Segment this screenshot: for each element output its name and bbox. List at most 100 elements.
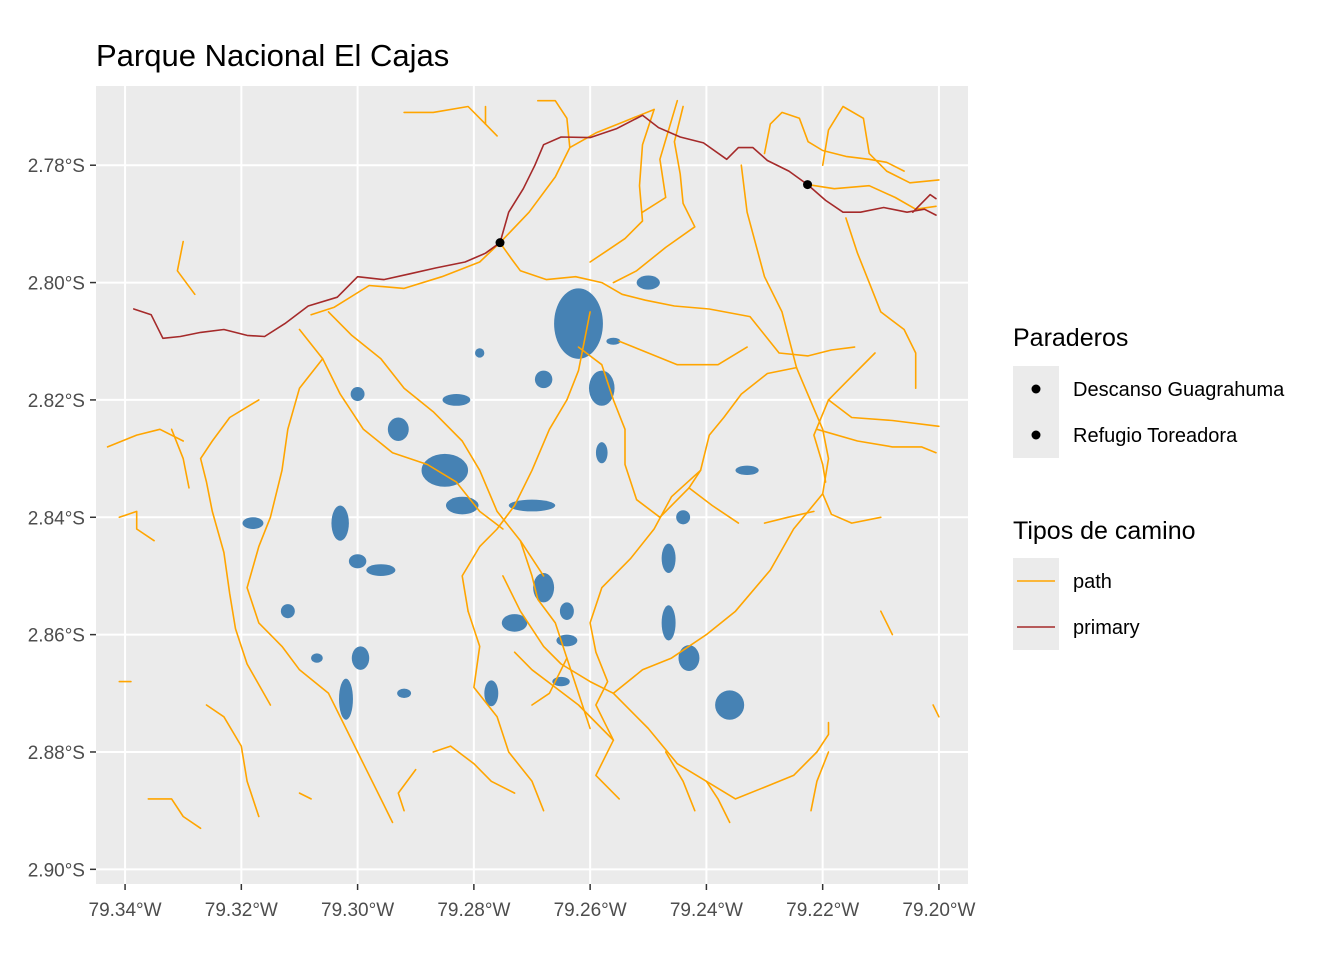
y-tick-label-5: 2.88°S — [28, 743, 85, 764]
lake-4 — [442, 394, 471, 406]
paradero-point-0 — [495, 238, 505, 248]
lake-8 — [445, 496, 479, 515]
path-road-31 — [199, 399, 272, 706]
x-tick-label-6: 79.22°W — [786, 900, 859, 921]
lake-11 — [348, 554, 367, 569]
lakes-layer — [242, 275, 759, 720]
lake-21 — [501, 614, 528, 632]
lake-17 — [397, 688, 412, 698]
lake-26 — [676, 510, 691, 525]
legend-label-path: path — [1073, 571, 1112, 593]
path-road-20 — [612, 692, 830, 800]
path-road-35 — [176, 240, 196, 296]
y-tick-label-4: 2.86°S — [28, 626, 85, 647]
path-road-3 — [536, 99, 571, 149]
path-road-49 — [566, 657, 591, 730]
map-panel — [96, 86, 968, 884]
path-road-5 — [612, 105, 696, 284]
legend-tipos-camino: Tipos de camino path primary — [1013, 517, 1196, 650]
path-road-26 — [577, 346, 690, 519]
path-road-19 — [612, 492, 824, 695]
lake-29 — [715, 690, 745, 720]
path-road-46 — [513, 651, 615, 742]
lake-14 — [280, 604, 295, 619]
x-tick-label-1: 79.32°W — [205, 900, 278, 921]
legend-point-refugio — [1031, 430, 1041, 440]
path-road-25 — [461, 311, 591, 613]
legend-label-primary: primary — [1073, 617, 1140, 639]
legend-label-descanso: Descanso Guagrahuma — [1073, 379, 1285, 401]
lake-19 — [484, 680, 499, 707]
path-road-29 — [298, 328, 504, 530]
path-road-7 — [740, 164, 882, 524]
path-road-9 — [589, 469, 702, 800]
path-road-33 — [170, 428, 190, 489]
y-axis: 2.78°S 2.80°S 2.82°S 2.84°S 2.86°S 2.88°S 2.90… — [28, 156, 96, 881]
lake-33 — [606, 337, 621, 345]
path-road-27 — [327, 311, 545, 577]
path-road-44 — [879, 610, 894, 636]
path-road-23 — [664, 751, 696, 812]
x-tick-label-2: 79.30°W — [321, 900, 394, 921]
path-road-24 — [618, 340, 748, 366]
legend-tipos-title: Tipos de camino — [1013, 517, 1196, 545]
y-tick-label-1: 2.80°S — [28, 274, 85, 295]
path-road-21 — [810, 751, 830, 812]
path-road-45 — [932, 704, 940, 718]
path-road-41 — [397, 768, 417, 812]
lake-1 — [636, 275, 660, 290]
path-road-18 — [763, 510, 815, 524]
y-tick-label-3: 2.84°S — [28, 508, 85, 529]
path-road-0 — [310, 241, 501, 316]
path-road-40 — [432, 745, 516, 794]
map-title: Parque Nacional El Cajas — [96, 38, 449, 73]
path-road-38 — [147, 798, 202, 830]
lake-12 — [366, 564, 396, 576]
path-road-30 — [246, 357, 394, 824]
lake-5 — [421, 453, 469, 487]
lake-28 — [678, 645, 700, 672]
lake-3 — [534, 370, 553, 389]
lake-9 — [508, 499, 556, 512]
path-road-1 — [499, 241, 856, 357]
paradero-point-1 — [803, 180, 813, 190]
lake-16 — [338, 678, 353, 720]
legend-paraderos: Paraderos Descanso Guagrahuma Refugio To… — [1013, 324, 1285, 458]
primary-road-1 — [911, 193, 937, 213]
path-road-12 — [763, 111, 905, 172]
path-road-13 — [806, 183, 937, 210]
x-tick-label-3: 79.28°W — [437, 900, 510, 921]
paraderos-points-layer — [495, 180, 813, 248]
path-road-15 — [813, 352, 876, 483]
path-road-32 — [106, 428, 184, 448]
y-tick-label-0: 2.78°S — [28, 156, 85, 177]
x-tick-label-7: 79.20°W — [902, 900, 975, 921]
x-axis: 79.34°W 79.32°W 79.30°W 79.28°W 79.26°W 79.24… — [89, 884, 976, 921]
y-tick-label-6: 2.90°S — [28, 860, 85, 881]
lake-31 — [595, 442, 608, 464]
lake-32 — [475, 348, 485, 358]
path-road-14 — [845, 217, 917, 390]
x-tick-label-0: 79.34°W — [89, 900, 162, 921]
lake-18 — [311, 653, 323, 663]
path-road-11 — [821, 105, 940, 184]
path-road-10 — [688, 487, 740, 524]
legend-paraderos-title: Paraderos — [1013, 324, 1128, 352]
x-tick-label-4: 79.26°W — [554, 900, 627, 921]
lake-6 — [387, 417, 409, 441]
path-road-6 — [641, 99, 679, 213]
path-road-42 — [403, 105, 498, 137]
lake-7 — [350, 387, 365, 402]
lake-15 — [351, 646, 370, 670]
path-road-39 — [298, 792, 312, 800]
lake-10 — [331, 505, 349, 541]
lake-20 — [533, 573, 555, 603]
legend-label-refugio: Refugio Toreadora — [1073, 425, 1238, 447]
lake-27 — [661, 605, 676, 641]
x-tick-label-5: 79.24°W — [670, 900, 743, 921]
path-road-47 — [502, 575, 615, 695]
lake-2 — [588, 370, 615, 406]
path-road-37 — [205, 704, 260, 818]
y-tick-label-2: 2.82°S — [28, 391, 85, 412]
